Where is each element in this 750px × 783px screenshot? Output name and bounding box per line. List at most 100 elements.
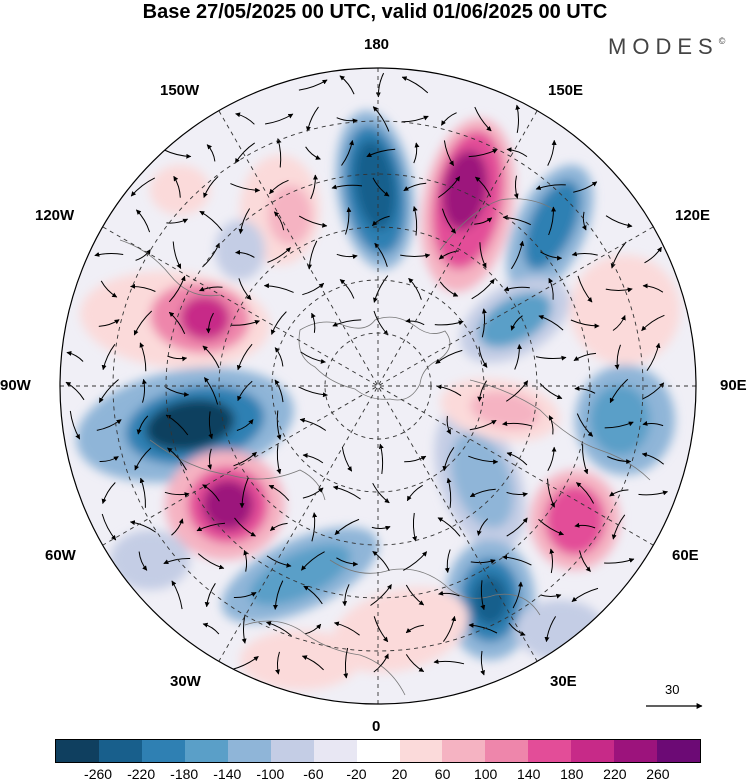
wind-vector bbox=[480, 650, 485, 676]
anomaly-blob bbox=[240, 630, 360, 690]
wind-vector bbox=[270, 311, 287, 335]
wind-vector bbox=[366, 148, 396, 158]
wind-vector bbox=[305, 146, 321, 160]
wind-vector bbox=[571, 587, 599, 602]
wind-vector bbox=[266, 555, 292, 568]
wind-vector bbox=[512, 581, 524, 609]
wind-vector bbox=[582, 444, 589, 475]
wind-vector bbox=[510, 240, 525, 270]
wind-vector bbox=[513, 175, 519, 199]
label-60w: 60W bbox=[45, 547, 76, 564]
anomaly-blob bbox=[478, 292, 552, 348]
wind-vector bbox=[611, 514, 626, 540]
wind-vector bbox=[609, 489, 629, 497]
brand-mark: © bbox=[718, 36, 726, 46]
wind-vector bbox=[570, 319, 600, 329]
wind-vector bbox=[202, 484, 220, 502]
reference-vector-label: 30 bbox=[665, 682, 680, 697]
wind-vector bbox=[612, 315, 626, 331]
wind-vector bbox=[206, 144, 216, 162]
wind-vector bbox=[339, 75, 355, 95]
wind-vector bbox=[235, 249, 255, 258]
wind-vector bbox=[165, 386, 190, 397]
wind-vector bbox=[605, 287, 633, 293]
wind-vector bbox=[479, 242, 487, 269]
wind-vector bbox=[372, 482, 390, 504]
wind-vector bbox=[436, 384, 462, 397]
label-120w: 120W bbox=[35, 207, 75, 224]
wind-vector bbox=[573, 181, 598, 193]
wind-vector bbox=[372, 550, 390, 571]
colorbar-swatch bbox=[184, 740, 228, 762]
wind-vector bbox=[506, 491, 528, 498]
map-title: Base 27/05/2025 00 UTC, valid 01/06/2025… bbox=[142, 1, 608, 23]
wind-vector bbox=[477, 380, 488, 402]
wind-vector bbox=[171, 518, 184, 536]
wind-vector bbox=[333, 621, 360, 636]
wind-vector bbox=[171, 580, 183, 610]
colorbar-swatch bbox=[528, 740, 572, 762]
wind-vector bbox=[614, 344, 621, 370]
wind-vector bbox=[468, 148, 498, 158]
colorbar-swatch bbox=[56, 740, 99, 762]
wind-vector bbox=[263, 283, 294, 293]
wind-vector bbox=[196, 522, 226, 532]
wind-vector bbox=[549, 548, 555, 574]
wind-vector bbox=[405, 624, 424, 634]
wind-vector bbox=[433, 659, 465, 665]
wind-vector bbox=[141, 378, 147, 403]
wind-vector bbox=[642, 420, 664, 427]
anomaly-blob bbox=[590, 385, 650, 455]
wind-vector bbox=[502, 421, 532, 427]
wind-vector bbox=[609, 378, 629, 404]
wind-vector bbox=[641, 314, 665, 332]
wind-vector bbox=[233, 592, 257, 599]
wind-vector bbox=[243, 549, 249, 572]
wind-vector bbox=[139, 477, 146, 508]
wind-vector bbox=[478, 346, 488, 368]
wind-vector bbox=[341, 140, 355, 166]
wind-vector bbox=[301, 551, 325, 571]
wind-vector bbox=[166, 218, 189, 224]
wind-vector bbox=[373, 653, 389, 673]
wind-vector bbox=[401, 115, 429, 123]
wind-vector bbox=[300, 351, 326, 364]
wind-vector bbox=[548, 277, 554, 300]
anomaly-blob bbox=[472, 575, 508, 625]
wind-vector bbox=[268, 484, 290, 501]
colorbar-tick-label: 260 bbox=[646, 766, 670, 782]
wind-vector bbox=[535, 184, 566, 190]
wind-vector bbox=[69, 410, 81, 440]
colorbar-swatch bbox=[141, 740, 185, 762]
colorbar-tick-label: 60 bbox=[434, 766, 451, 782]
wind-vector bbox=[502, 554, 532, 566]
wind-vector bbox=[168, 275, 186, 303]
wind-vector bbox=[401, 76, 429, 94]
wind-vector bbox=[638, 490, 668, 496]
colorbar-tick-label: 180 bbox=[560, 766, 584, 782]
wind-vector bbox=[437, 517, 461, 537]
colorbar-tick-label: 220 bbox=[603, 766, 627, 782]
wind-vector bbox=[515, 104, 521, 133]
wind-vector bbox=[373, 310, 389, 336]
wind-vector bbox=[514, 344, 523, 370]
wind-vector bbox=[372, 177, 390, 197]
wind-vector bbox=[98, 379, 119, 403]
wind-vector bbox=[579, 550, 591, 572]
wind-vector bbox=[298, 386, 328, 398]
wind-vector bbox=[408, 277, 422, 300]
wind-vector bbox=[540, 593, 562, 599]
label-150w: 150W bbox=[160, 82, 200, 99]
wind-vector bbox=[66, 350, 84, 362]
wind-vector bbox=[96, 419, 122, 431]
wind-vector bbox=[342, 584, 350, 607]
wind-vector bbox=[412, 206, 418, 236]
colorbar-tick-label: -260 bbox=[84, 766, 113, 782]
wind-vector bbox=[235, 112, 255, 125]
wind-vector bbox=[101, 482, 116, 504]
wind-vector bbox=[480, 580, 486, 611]
label-180: 180 bbox=[364, 36, 390, 53]
anomaly-blob bbox=[180, 295, 230, 341]
wind-vector bbox=[202, 622, 220, 635]
colorbar-swatch bbox=[657, 740, 701, 762]
